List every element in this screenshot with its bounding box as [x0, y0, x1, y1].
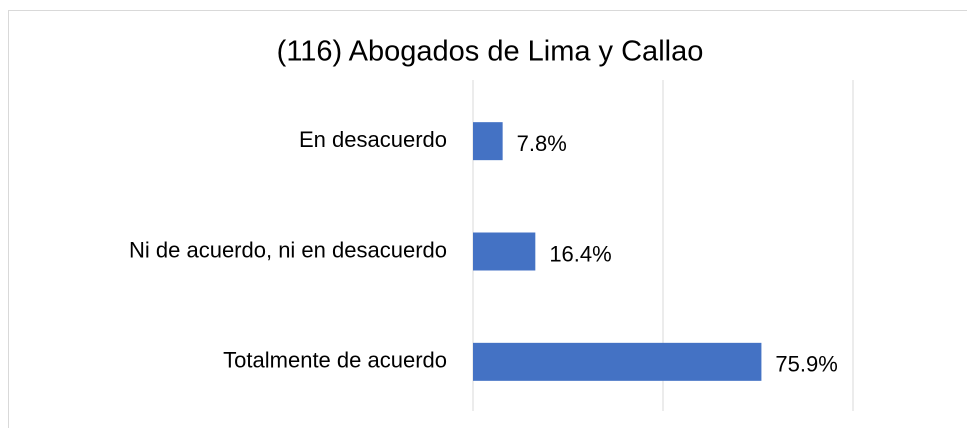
value-label: 16.4% [549, 241, 611, 266]
value-label: 75.9% [775, 352, 837, 377]
bar [473, 122, 503, 161]
y-tick-label: Totalmente de acuerdo [223, 348, 447, 373]
chart-title: (116) Abogados de Lima y Callao [277, 36, 704, 68]
value-label: 7.8% [517, 131, 567, 156]
y-tick-label: En desacuerdo [299, 127, 447, 152]
y-tick-label: Ni de acuerdo, ni en desacuerdo [129, 237, 447, 262]
bar [473, 232, 536, 271]
bar [473, 342, 762, 381]
